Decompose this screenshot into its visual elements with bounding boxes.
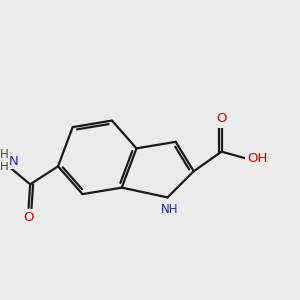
Text: N: N xyxy=(9,155,19,168)
Text: O: O xyxy=(23,211,34,224)
Text: OH: OH xyxy=(247,152,268,165)
Text: H: H xyxy=(0,160,8,173)
Text: NH: NH xyxy=(160,203,178,216)
Text: H: H xyxy=(0,148,8,161)
Text: O: O xyxy=(216,112,227,125)
